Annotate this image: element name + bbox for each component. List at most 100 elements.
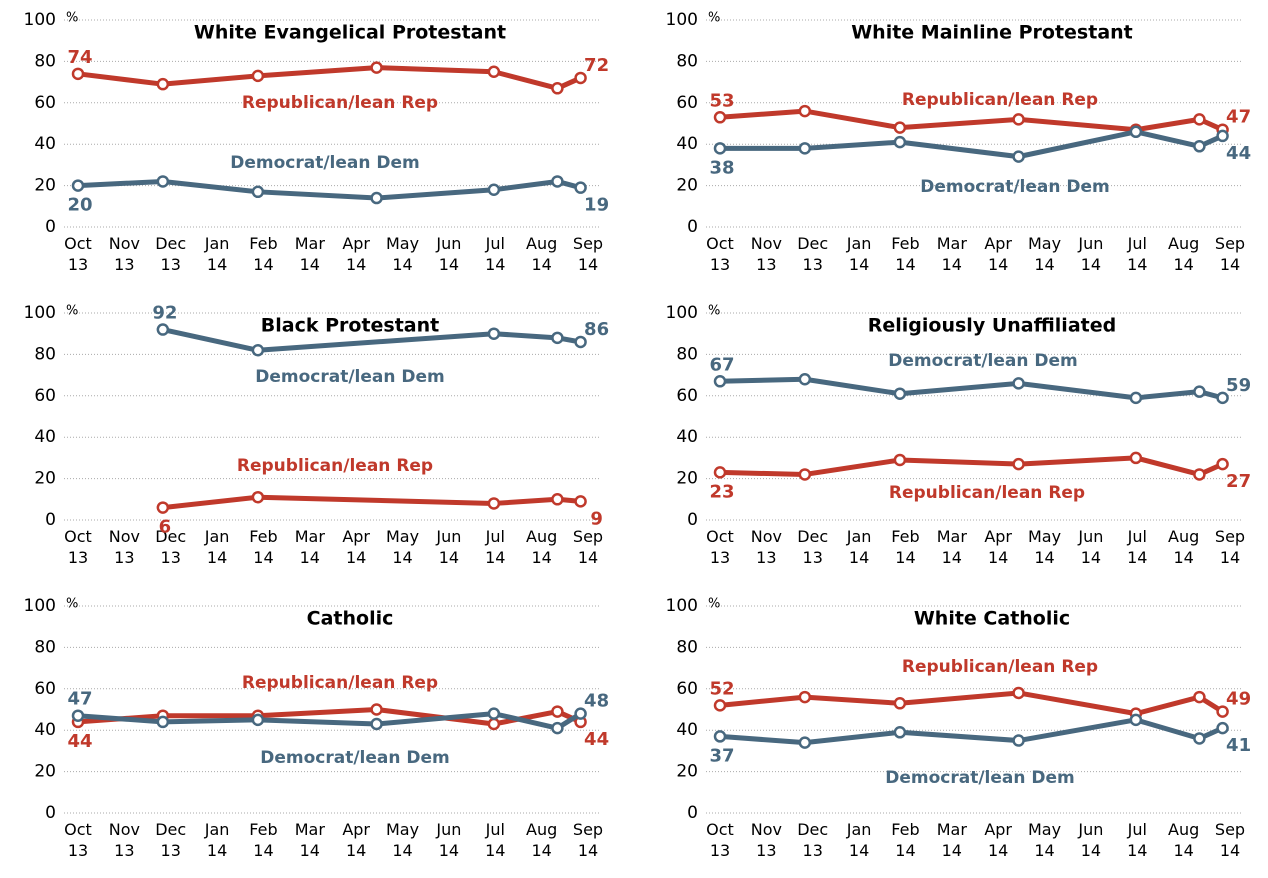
x-tick-label-box: Oct 13 [64,527,92,567]
value-label: 23 [709,481,734,502]
value-label: 53 [709,90,734,111]
data-point [1129,125,1143,139]
x-tick-label: Jun 14 [1078,234,1104,274]
data-point [71,709,85,722]
data-point [251,713,265,727]
x-tick-label-box: Jul 14 [1127,527,1147,567]
x-tick-label-box: Mar 14 [936,820,967,860]
data-point [893,121,907,134]
x-tick-label-box: Aug 14 [1168,234,1199,274]
data-point [251,185,265,199]
x-tick-label-box: Oct 13 [706,527,734,567]
x-tick-label: Sep 14 [572,820,604,860]
x-tick-label: Feb 14 [891,234,920,274]
series-line [719,108,1224,133]
x-tick-label-box: Jun 14 [1078,527,1103,567]
x-tick-label: Mar 14 [294,527,325,567]
data-point [574,181,587,194]
y-tick-label: 60 [34,679,56,699]
value-label: 92 [152,303,177,324]
value-label: 20 [67,195,92,216]
data-point [551,493,564,506]
y-unit: % [708,597,720,612]
data-point [713,111,727,124]
data-point [156,501,170,514]
x-tick-label: Aug 14 [1168,820,1200,860]
y-tick-label: 40 [676,427,698,447]
data-point [1216,705,1229,718]
x-tick-label: Oct 13 [64,820,92,860]
value-label: 47 [1226,107,1251,128]
y-unit: % [66,11,78,26]
data-point [370,717,383,731]
series-label: Republican/lean Rep [237,456,433,476]
x-tick-label-box: May 14 [1028,527,1061,567]
x-tick-label-box: May 14 [1028,234,1061,274]
value-label: 67 [709,354,734,375]
data-point [713,730,727,743]
x-tick-label: Jul 14 [1127,820,1148,860]
y-tick-label: 40 [34,134,56,154]
value-label: 6 [159,517,172,538]
y-tick-label: 60 [676,386,698,406]
y-unit: % [66,597,78,612]
data-point [487,707,501,720]
x-tick-label-box: Apr 14 [984,234,1012,274]
value-label: 49 [1226,689,1251,710]
y-tick-label: 80 [676,344,698,364]
data-point [487,327,501,340]
x-tick-label: Feb 14 [891,820,920,860]
x-tick-label-box: Sep 14 [1215,527,1245,567]
x-tick-label-box: May 14 [386,527,419,567]
x-tick-label: Mar 14 [936,820,967,860]
value-label: 44 [584,729,609,750]
value-label: 59 [1226,375,1251,396]
x-tick-label-box: Sep 14 [572,820,604,860]
x-tick-label-box: Jan 14 [847,527,872,567]
x-tick-label: Aug 14 [526,820,558,860]
data-point [1012,150,1025,163]
x-tick-label: Sep 14 [572,527,604,567]
data-point [1193,468,1206,481]
data-point [1193,140,1206,153]
series-label: Democrat/lean Dem [885,768,1075,788]
value-label: 27 [1226,471,1251,492]
series-label: Republican/lean Rep [902,657,1098,677]
y-tick-label: 60 [676,679,698,699]
x-tick-label-box: Jun 14 [436,234,461,274]
x-tick-label: Nov 13 [108,527,140,567]
series-label: Republican/lean Rep [242,93,438,113]
data-point [551,175,564,188]
x-tick-label-box: Jul 14 [1127,234,1147,274]
x-tick-label: Mar 14 [936,527,967,567]
y-tick-label: 0 [45,217,56,237]
x-tick-label: Jan 14 [204,234,230,274]
data-point [551,82,564,95]
data-point [1193,690,1206,704]
x-tick-label-box: Feb 14 [891,820,920,860]
x-tick-label-box: Nov 13 [109,234,140,274]
data-point [551,331,564,345]
y-tick-label: 80 [34,344,56,364]
y-tick-label: 80 [676,51,698,71]
data-point [574,707,587,720]
x-tick-label-box: Oct 13 [64,820,92,860]
x-tick-label-box: Jan 14 [847,234,872,274]
series-label: Democrat/lean Dem [260,748,450,768]
x-tick-label: Oct 13 [64,527,92,567]
y-tick-label: 20 [34,469,56,489]
x-tick-label: Jul 14 [485,234,506,274]
x-tick-label-box: Feb 14 [249,234,277,274]
y-tick-label: 20 [34,176,56,196]
data-point [1012,734,1025,747]
x-tick-label: Jun 14 [1078,820,1104,860]
y-tick-label: 20 [676,469,698,489]
x-tick-label: Jul 14 [485,527,506,567]
data-point [1216,457,1229,471]
value-label: 48 [584,691,609,712]
chart-title: Black Protestant [261,315,439,337]
data-point [551,721,564,735]
chart-title: Religiously Unaffiliated [868,315,1116,337]
data-point [551,705,564,718]
